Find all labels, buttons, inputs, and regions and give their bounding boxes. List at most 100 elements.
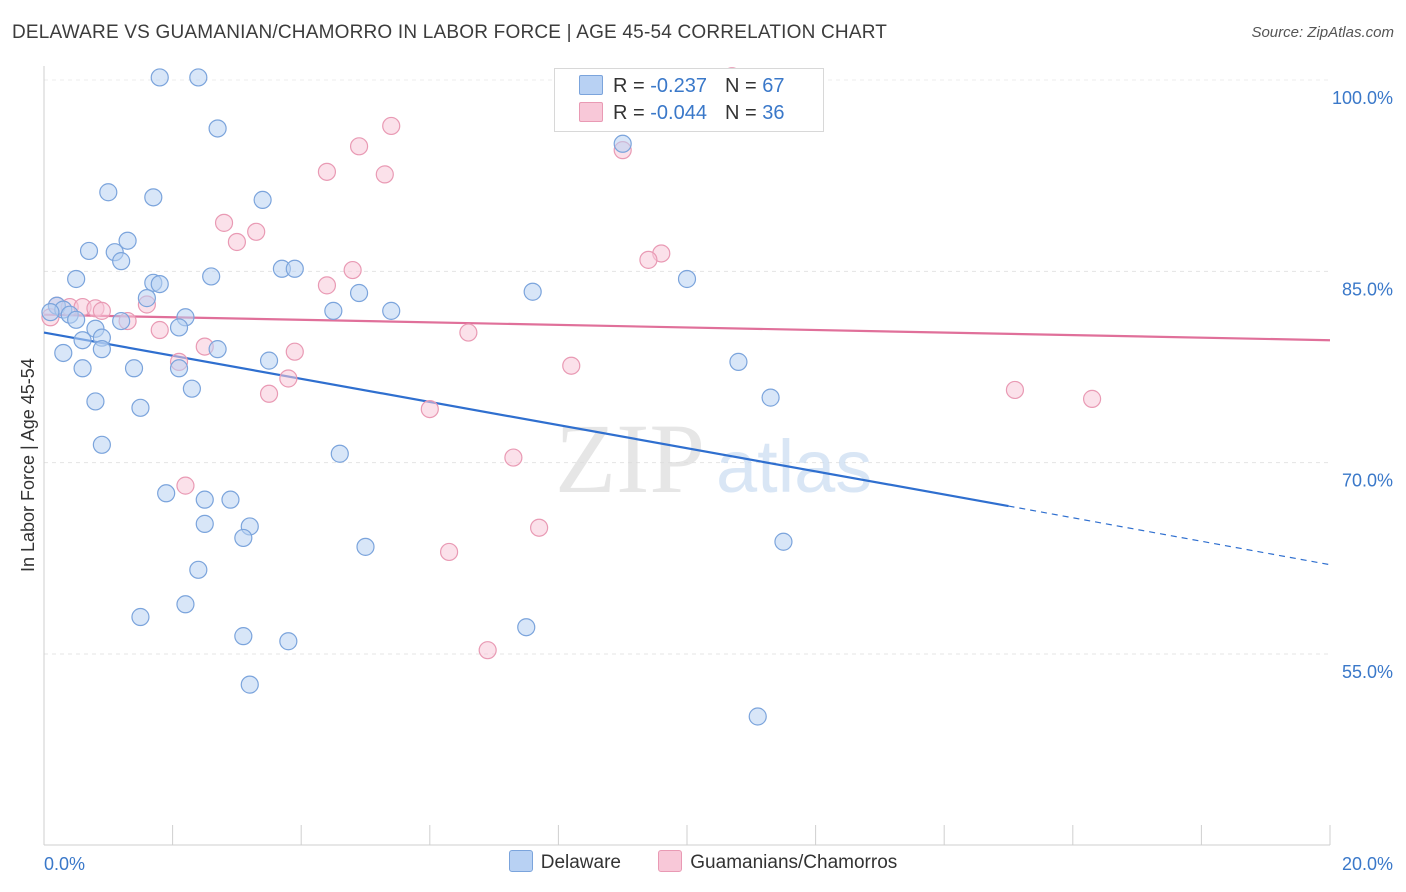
legend-item-delaware: Delaware	[508, 850, 621, 874]
delaware-point	[169, 318, 189, 337]
guamanians-point	[504, 448, 523, 467]
delaware-point	[124, 359, 144, 378]
delaware-point	[234, 627, 253, 646]
y-tick-label: 100.0%	[1332, 88, 1393, 108]
guamanians-point	[420, 399, 439, 419]
delaware-point	[67, 269, 86, 289]
y-tick-label: 85.0%	[1342, 279, 1393, 299]
delaware-trend-extension	[1008, 505, 1331, 566]
guamanians-point	[279, 369, 298, 388]
legend-n-value: 36	[762, 102, 785, 124]
delaware-point	[92, 435, 111, 454]
legend-swatch-delaware	[508, 850, 533, 872]
delaware-point	[259, 351, 279, 370]
legend-r-value: -0.044	[650, 102, 707, 124]
delaware-point	[523, 282, 542, 301]
guamanians-point	[285, 342, 304, 361]
delaware-point	[748, 707, 767, 726]
delaware-point	[382, 301, 401, 320]
correlation-legend: R = -0.237 N = 67 R = -0.044 N = 36	[554, 68, 824, 132]
y-tick-label: 70.0%	[1342, 471, 1393, 491]
delaware-point	[285, 259, 304, 278]
delaware-point	[189, 68, 208, 87]
delaware-point	[137, 289, 156, 308]
legend-r-label: R =	[613, 75, 651, 97]
y-axis-label: In Labor Force | Age 45-54	[18, 358, 38, 572]
guamanians-point	[382, 116, 401, 136]
delaware-point	[99, 183, 118, 202]
delaware-point	[86, 392, 105, 411]
delaware-point	[195, 490, 214, 509]
y-tick-label: 55.0%	[1342, 662, 1393, 682]
legend-n-label: N =	[724, 75, 763, 97]
source-label: Source: ZipAtlas.com	[1251, 24, 1394, 41]
delaware-point	[92, 340, 111, 359]
delaware-point	[150, 274, 169, 294]
legend-swatch-guamanians	[658, 850, 683, 872]
guamanians-point	[150, 320, 169, 340]
delaware-point	[182, 379, 201, 398]
delaware-point	[169, 359, 189, 378]
x-tick-labels: 0.0% 20.0%	[44, 854, 1393, 874]
delaware-point	[221, 490, 240, 509]
chart-title: DELAWARE VS GUAMANIAN/CHAMORRO IN LABOR …	[12, 22, 888, 43]
guamanians-point	[639, 250, 658, 269]
delaware-point	[279, 632, 298, 651]
delaware-point	[41, 303, 60, 322]
guamanians-point	[349, 137, 369, 156]
legend-swatch-pink	[579, 102, 603, 122]
delaware-point	[677, 269, 697, 289]
legend-r-value: -0.237	[650, 75, 707, 97]
legend-item-guamanians: Guamanians/Chamorros	[658, 850, 897, 874]
watermark: ZIP atlas	[555, 403, 872, 514]
delaware-point	[208, 340, 227, 359]
delaware-point	[774, 532, 793, 551]
guamanians-point	[375, 165, 394, 184]
guamanians-point	[530, 518, 549, 537]
trend-lines	[43, 313, 1331, 566]
delaware-point	[356, 537, 375, 556]
delaware-point	[349, 283, 369, 303]
guamanians-point	[439, 542, 459, 562]
legend-n-value: 67	[762, 75, 785, 97]
legend-label-delaware: Delaware	[540, 852, 621, 873]
axes	[43, 66, 1331, 846]
delaware-point	[118, 231, 137, 250]
guamanians-point	[227, 232, 246, 252]
delaware-point	[54, 343, 73, 363]
delaware-point	[208, 119, 227, 138]
guamanians-point	[343, 260, 362, 280]
delaware-point	[157, 484, 176, 503]
series-delaware-points	[41, 68, 793, 726]
delaware-point	[150, 68, 169, 87]
delaware-point	[73, 359, 92, 378]
y-tick-labels: 55.0% 70.0% 85.0% 100.0%	[1332, 88, 1393, 682]
legend-n-label: N =	[724, 102, 763, 124]
delaware-trend-line	[43, 331, 1009, 508]
guamanians-trend-line	[43, 313, 1331, 342]
guamanians-point	[259, 384, 279, 403]
legend-label-guamanians: Guamanians/Chamorros	[690, 852, 898, 873]
delaware-point	[613, 134, 632, 153]
legend-row-delaware: R = -0.237 N = 67	[579, 75, 784, 98]
delaware-point	[517, 618, 536, 637]
delaware-point	[73, 331, 92, 350]
delaware-point	[131, 398, 150, 417]
delaware-point	[240, 675, 259, 694]
guamanians-point	[459, 323, 478, 342]
delaware-point	[176, 595, 195, 614]
delaware-point	[112, 311, 131, 331]
guamanians-point	[317, 276, 337, 295]
delaware-point	[330, 444, 349, 463]
legend-row-guamanians: R = -0.044 N = 36	[579, 102, 784, 125]
delaware-point	[761, 388, 780, 407]
delaware-point	[131, 607, 150, 627]
delaware-point	[144, 188, 163, 207]
delaware-point	[189, 560, 208, 579]
x-tick-label: 0.0%	[44, 854, 85, 874]
delaware-point	[202, 267, 221, 286]
x-tick-label: 20.0%	[1342, 854, 1393, 874]
guamanians-point	[317, 162, 337, 181]
delaware-point	[67, 310, 86, 329]
